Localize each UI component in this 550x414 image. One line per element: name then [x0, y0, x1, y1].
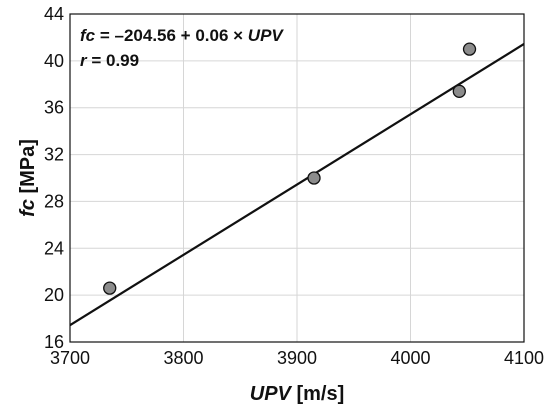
x-axis-unit: [m/s]	[291, 383, 344, 405]
y-tick-label: 20	[44, 285, 64, 305]
correlation-coefficient: r = 0.99	[80, 51, 139, 70]
x-tick-label: 4100	[504, 348, 544, 368]
y-tick-label: 24	[44, 238, 64, 258]
x-axis-variable: UPV	[250, 383, 293, 405]
y-tick-label: 28	[44, 191, 64, 211]
correlation-lhs: r	[80, 51, 88, 70]
data-point	[462, 42, 477, 56]
correlation-rhs: = 0.99	[87, 51, 139, 70]
y-tick-label: 44	[44, 4, 64, 24]
data-points	[103, 42, 477, 295]
y-axis-unit: [MPa]	[17, 139, 39, 199]
x-tick-label: 3700	[50, 348, 90, 368]
data-point	[452, 84, 466, 98]
y-tick-label: 40	[44, 51, 64, 71]
regression-line-group	[70, 43, 524, 327]
y-axis-variable: fc	[17, 199, 39, 217]
x-tick-label: 3900	[277, 348, 317, 368]
equation-middle: = –204.56 + 0.06 ×	[95, 26, 248, 45]
y-tick-label: 16	[44, 332, 64, 352]
x-axis-label: UPV [m/s]	[250, 383, 344, 405]
plot-frame	[69, 13, 525, 343]
x-tick-labels: 3700 3800 3900 4000 4100	[50, 348, 544, 368]
equation-rhs: UPV	[248, 26, 285, 45]
y-tick-label: 32	[44, 145, 64, 165]
x-tick-label: 3800	[163, 348, 203, 368]
grid-lines	[70, 14, 524, 342]
x-tick-label: 4000	[390, 348, 430, 368]
y-tick-label: 36	[44, 98, 64, 118]
data-point	[307, 171, 321, 185]
regression-line	[70, 43, 524, 327]
equation-lhs: fc	[80, 26, 96, 45]
fit-equation: fc = –204.56 + 0.06 × UPV	[80, 26, 284, 45]
y-tick-labels: 16 20 24 28 32 36 40 44	[44, 4, 64, 352]
data-point	[103, 281, 117, 295]
y-axis-label: fc [MPa]	[17, 139, 39, 217]
